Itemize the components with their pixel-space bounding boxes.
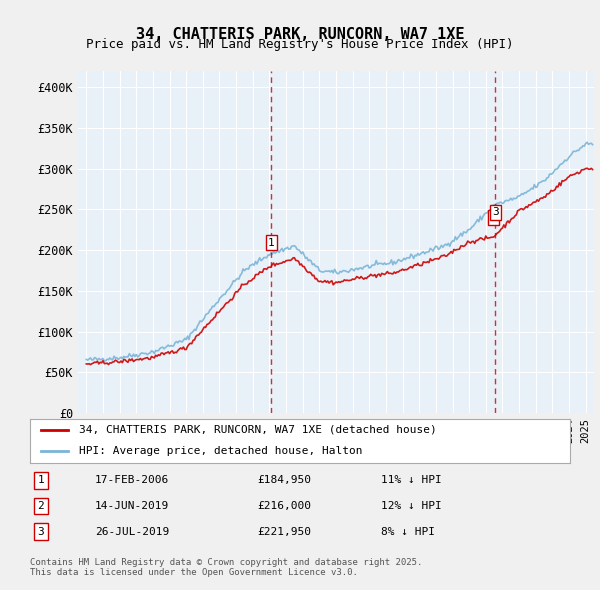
Text: 14-JUN-2019: 14-JUN-2019 bbox=[95, 501, 169, 511]
Text: 11% ↓ HPI: 11% ↓ HPI bbox=[381, 476, 442, 485]
Text: 3: 3 bbox=[492, 208, 499, 218]
Text: 1: 1 bbox=[268, 238, 275, 248]
Text: 2: 2 bbox=[37, 501, 44, 511]
Text: 3: 3 bbox=[37, 527, 44, 536]
Text: £184,950: £184,950 bbox=[257, 476, 311, 485]
Text: 1: 1 bbox=[37, 476, 44, 485]
Text: Price paid vs. HM Land Registry's House Price Index (HPI): Price paid vs. HM Land Registry's House … bbox=[86, 38, 514, 51]
Text: 34, CHATTERIS PARK, RUNCORN, WA7 1XE (detached house): 34, CHATTERIS PARK, RUNCORN, WA7 1XE (de… bbox=[79, 425, 436, 435]
Text: 26-JUL-2019: 26-JUL-2019 bbox=[95, 527, 169, 536]
Text: Contains HM Land Registry data © Crown copyright and database right 2025.: Contains HM Land Registry data © Crown c… bbox=[30, 558, 422, 566]
Text: £216,000: £216,000 bbox=[257, 501, 311, 511]
Text: 2: 2 bbox=[490, 212, 497, 222]
Text: £221,950: £221,950 bbox=[257, 527, 311, 536]
Text: 17-FEB-2006: 17-FEB-2006 bbox=[95, 476, 169, 485]
Text: HPI: Average price, detached house, Halton: HPI: Average price, detached house, Halt… bbox=[79, 446, 362, 455]
Text: This data is licensed under the Open Government Licence v3.0.: This data is licensed under the Open Gov… bbox=[30, 568, 358, 576]
Text: 34, CHATTERIS PARK, RUNCORN, WA7 1XE: 34, CHATTERIS PARK, RUNCORN, WA7 1XE bbox=[136, 27, 464, 41]
Text: 8% ↓ HPI: 8% ↓ HPI bbox=[381, 527, 435, 536]
Text: 12% ↓ HPI: 12% ↓ HPI bbox=[381, 501, 442, 511]
